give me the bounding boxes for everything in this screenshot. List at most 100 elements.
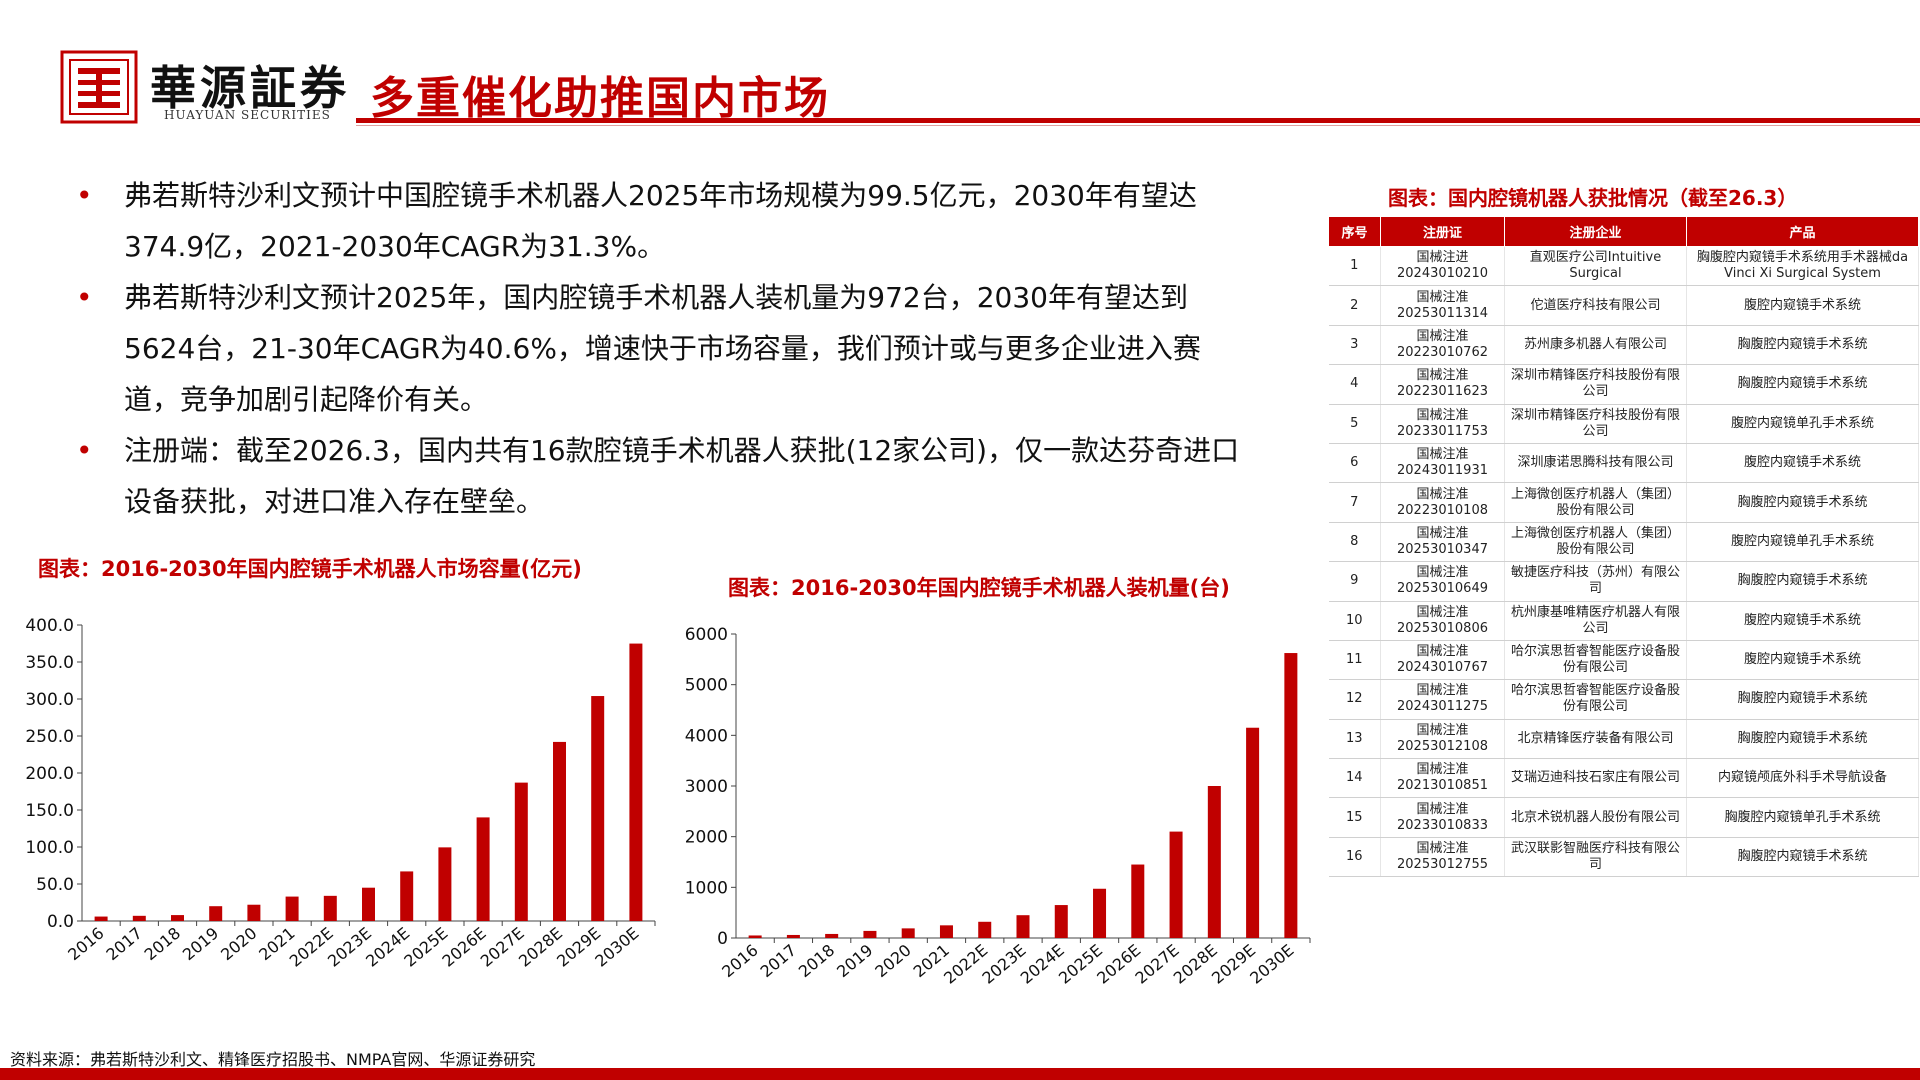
chart1-y-tick-label: 300.0 [25,690,74,710]
row-index: 7 [1328,482,1381,523]
company: 深圳市精锋医疗科技股份有限公司 [1504,364,1687,405]
footer-bar [0,1068,1920,1080]
table-row: 16 国械注准 20253012755 武汉联影智融医疗科技有限公司 胸腹腔内窥镜手术… [1328,837,1919,878]
chart1-bar [438,847,452,921]
row-index: 2 [1328,285,1381,326]
chart1-y-tick-label: 100.0 [25,838,74,858]
chart2-y-tick-label: 2000 [685,828,728,848]
table-row: 2 国械注准 20253011314 佗道医疗科技有限公司 腹腔内窥镜手术系统 [1328,285,1919,326]
chart1-y-tick-label: 50.0 [36,875,74,895]
table-row: 11 国械注准 20243010767 哈尔滨思哲睿智能医疗设备股份有限公司 腹腔内窥… [1328,640,1919,681]
registration-number: 国械注准 20223010762 [1380,325,1505,366]
chart-installed-base: 0100020003000400050006000201620172018201… [685,625,1311,988]
chart1-bar [514,782,528,921]
company: 敏捷医疗科技（苏州）有限公司 [1504,561,1687,602]
chart2-x-tick-label: 2018 [795,941,838,982]
page-title: 多重催化助推国内市场 [370,73,830,124]
row-index: 4 [1328,364,1381,405]
company: 哈尔滨思哲睿智能医疗设备股份有限公司 [1504,640,1687,681]
table-row: 7 国械注准 20223010108 上海微创医疗机器人（集团）股份有限公司 胸腹腔内… [1328,482,1919,523]
registration-number: 国械注准 20213010851 [1380,758,1505,799]
table-row: 6 国械注准 20243011931 深圳康诺思腾科技有限公司 腹腔内窥镜手术系统 [1328,443,1919,484]
registration-number: 国械注准 20253011314 [1380,285,1505,326]
company: 哈尔滨思哲睿智能医疗设备股份有限公司 [1504,679,1687,720]
row-index: 3 [1328,325,1381,366]
chart1-y-tick-label: 400.0 [25,616,74,636]
chart1-bar [209,906,223,921]
brand-name-en: HUAYUAN SECURITIES [164,108,331,122]
table-row: 4 国械注准 20223011623 深圳市精锋医疗科技股份有限公司 胸腹腔内窥镜手术… [1328,364,1919,405]
chart2-bar [748,935,762,938]
title-divider [356,118,1920,123]
chart2-bar [1284,653,1298,938]
registration-number: 国械注准 20233011753 [1380,404,1505,444]
registration-number: 国械注准 20233010833 [1380,797,1505,838]
table-header: 注册企业 [1504,216,1687,247]
registration-number: 国械注进 20243010210 [1380,246,1505,287]
chart2-bar [1207,786,1221,938]
row-index: 1 [1328,246,1381,287]
registration-number: 国械注准 20223010108 [1380,482,1505,523]
chart1-y-tick-label: 200.0 [25,764,74,784]
table-row: 15 国械注准 20233010833 北京术锐机器人股份有限公司 胸腹腔内窥镜单孔手… [1328,797,1919,838]
product: 胸腹腔内窥镜手术系统 [1686,364,1919,405]
chart2-bar [1169,831,1183,938]
chart1-bar [171,915,184,921]
row-index: 13 [1328,719,1381,760]
chart2-x-tick-label: 2017 [757,941,800,982]
row-index: 8 [1328,522,1381,563]
company: 艾瑞迈迪科技石家庄有限公司 [1504,758,1687,799]
company: 深圳康诺思腾科技有限公司 [1504,443,1687,484]
seal-logo-icon [60,50,138,124]
chart2-x-tick-label: 2019 [833,941,876,982]
row-index: 5 [1328,404,1381,444]
row-index: 11 [1328,640,1381,681]
source-note: 资料来源：弗若斯特沙利文、精锋医疗招股书、NMPA官网、华源证券研究 [10,1050,536,1069]
row-index: 12 [1328,679,1381,720]
chart-market-size: 0.0 50.0 100.0 150.0 200.0 250.0 300.0 350.0 400… [25,616,656,971]
chart1-y-tick-label: 250.0 [25,727,74,747]
table-row: 14 国械注准 20213010851 艾瑞迈迪科技石家庄有限公司 内窥镜颅底外科手术… [1328,758,1919,799]
chart2-bar [1054,905,1068,938]
chart2-y-tick-label: 5000 [685,676,728,696]
table-row: 10 国械注准 20253010806 杭州康基唯精医疗机器人有限公司 腹腔内窥镜手术… [1328,601,1919,641]
row-index: 16 [1328,837,1381,878]
row-index: 15 [1328,797,1381,838]
product: 胸腹腔内窥镜手术系统 [1686,719,1919,760]
table-header: 序号 [1328,216,1381,247]
registration-number: 国械注准 20253010649 [1380,561,1505,602]
table-row: 12 国械注准 20243011275 哈尔滨思哲睿智能医疗设备股份有限公司 胸腹腔内… [1328,679,1919,720]
table-row: 9 国械注准 20253010649 敏捷医疗科技（苏州）有限公司 胸腹腔内窥镜手术系… [1328,561,1919,602]
chart1-x-tick-label: 2019 [179,924,222,965]
product: 腹腔内窥镜手术系统 [1686,285,1919,326]
row-index: 6 [1328,443,1381,484]
row-index: 14 [1328,758,1381,799]
chart2-y-tick-label: 1000 [685,878,728,898]
chart1-bar [553,741,566,921]
table-row: 5 国械注准 20233011753 深圳市精锋医疗科技股份有限公司 腹腔内窥镜单孔手… [1328,404,1919,444]
product: 腹腔内窥镜单孔手术系统 [1686,522,1919,563]
product: 腹腔内窥镜单孔手术系统 [1686,404,1919,444]
chart1-y-tick-label: 0.0 [47,912,74,932]
product: 胸腹腔内窥镜单孔手术系统 [1686,797,1919,838]
chart1-bar [285,896,299,921]
product: 腹腔内窥镜手术系统 [1686,640,1919,681]
brand-name: 華源証券 [150,61,350,115]
chart1-bar [476,817,490,921]
bullet-text: 弗若斯特沙利文预计中国腔镜手术机器人2025年市场规模为99.5亿元，2030年… [124,179,1197,263]
product: 胸腹腔内窥镜手术系统 [1686,679,1919,720]
chart2-y-tick-label: 4000 [685,726,728,746]
company: 上海微创医疗机器人（集团）股份有限公司 [1504,522,1687,563]
bullet-text: 注册端：截至2026.3，国内共有16款腔镜手术机器人获批(12家公司)，仅一款… [124,434,1240,518]
product: 腹腔内窥镜手术系统 [1686,443,1919,484]
product: 胸腹腔内窥镜手术系统用手术器械da Vinci Xi Surgical Syst… [1686,246,1919,287]
chart1-y-tick-label: 350.0 [25,653,74,673]
company: 北京术锐机器人股份有限公司 [1504,797,1687,838]
registration-number: 国械注准 20253012108 [1380,719,1505,760]
chart1-title: 图表：2016-2030年国内腔镜手术机器人市场容量(亿元) [38,557,582,581]
chart2-bar [1246,727,1260,938]
registration-number: 国械注准 20223011623 [1380,364,1505,405]
chart1-bar [94,916,108,921]
company: 上海微创医疗机器人（集团）股份有限公司 [1504,482,1687,523]
chart2-title: 图表：2016-2030年国内腔镜手术机器人装机量(台) [728,576,1230,600]
